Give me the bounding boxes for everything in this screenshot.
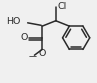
- Text: O: O: [39, 49, 46, 58]
- Text: —: —: [29, 52, 36, 61]
- Text: O: O: [21, 33, 28, 42]
- Text: HO: HO: [6, 18, 21, 26]
- Text: Cl: Cl: [58, 2, 67, 11]
